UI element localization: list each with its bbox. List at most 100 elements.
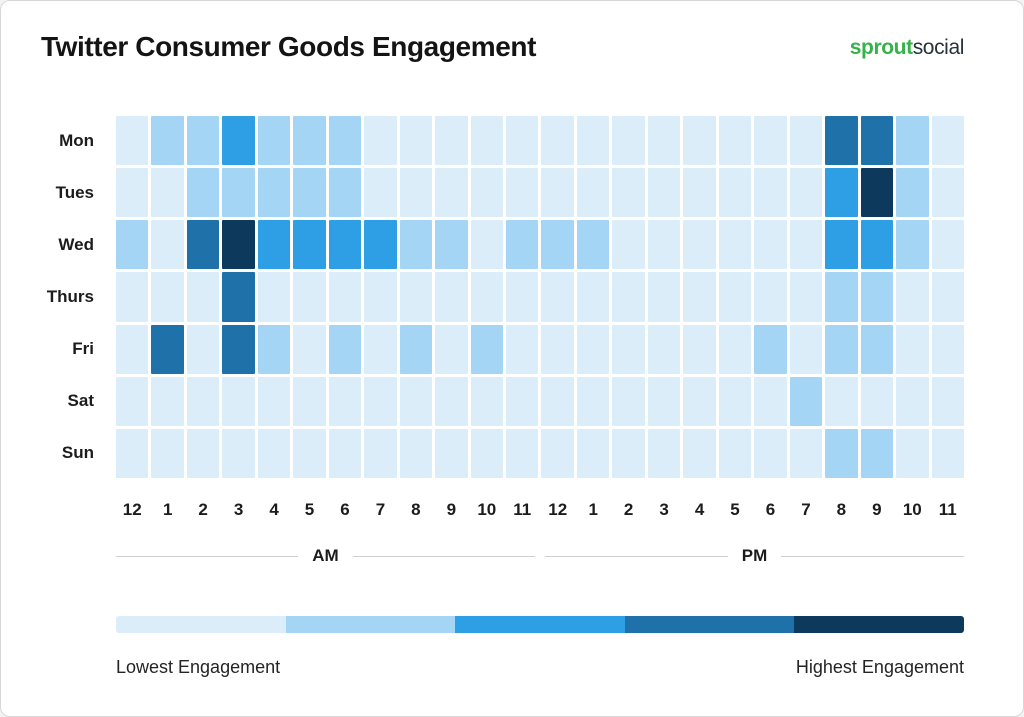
heatmap-cell [576, 428, 610, 478]
hour-label: 3 [233, 500, 244, 519]
heatmap-cell [718, 324, 752, 374]
legend-lowest-label: Lowest Engagement [116, 657, 281, 677]
heatmap-cell [789, 220, 823, 270]
heatmap-cell [470, 272, 504, 322]
heatmap-cell [931, 324, 964, 374]
hour-label: 1 [588, 500, 598, 519]
day-label: Sun [61, 443, 94, 463]
heatmap-cell [683, 116, 716, 166]
heatmap-cell [789, 116, 823, 166]
heatmap-cell [257, 168, 291, 218]
heatmap-cell [435, 324, 468, 374]
heatmap-cell [186, 272, 220, 322]
heatmap-cell [860, 324, 894, 374]
am-label: AM [312, 546, 339, 565]
heatmap-cell [151, 272, 184, 322]
heatmap-cell [931, 428, 964, 478]
heatmap-cell [754, 116, 787, 166]
heatmap-cell [186, 168, 220, 218]
heatmap-cell [860, 428, 894, 478]
heatmap-cell [399, 168, 433, 218]
hour-label: 8 [411, 500, 421, 519]
heatmap-cell [151, 376, 184, 426]
heatmap-cell [789, 168, 823, 218]
heatmap-cell [754, 376, 787, 426]
am-period: AM [116, 546, 536, 566]
heatmap-cell [364, 220, 397, 270]
heatmap-cell [435, 272, 468, 322]
heatmap-cell [399, 324, 433, 374]
heatmap-cell [931, 272, 964, 322]
heatmap-cell [470, 168, 504, 218]
heatmap-cell [186, 376, 220, 426]
heatmap-cell [754, 324, 787, 374]
heatmap-cell [541, 168, 574, 218]
heatmap-cell [257, 220, 291, 270]
hour-label: 2 [623, 500, 634, 519]
heatmap-cell [399, 272, 433, 322]
heatmap-cell [399, 376, 433, 426]
hour-label: 10 [902, 500, 922, 519]
heatmap-cell [647, 272, 681, 322]
heatmap-cell [257, 428, 291, 478]
heatmap-cell [860, 376, 894, 426]
heatmap-cell [116, 168, 149, 218]
heatmap-cell [754, 428, 787, 478]
am-line-right [352, 555, 536, 557]
heatmap-cell [151, 324, 184, 374]
legend-color-scale [116, 616, 964, 633]
heatmap-cell [116, 116, 149, 166]
heatmap-cell [931, 376, 964, 426]
legend-segment [116, 616, 286, 633]
heatmap-cell [116, 428, 149, 478]
heatmap-cell [683, 428, 716, 478]
heatmap-cell [718, 428, 752, 478]
heatmap-cell [754, 272, 787, 322]
legend: Lowest Engagement Highest Engagement [116, 616, 964, 678]
legend-segment [285, 616, 456, 633]
heatmap-cell [576, 220, 610, 270]
heatmap-cell [470, 376, 504, 426]
heatmap-cell [470, 428, 504, 478]
heatmap-cell [506, 376, 539, 426]
heatmap-cell [931, 116, 964, 166]
heatmap-cell [186, 116, 220, 166]
heatmap-cell [293, 324, 326, 374]
heatmap-cell [718, 116, 752, 166]
heatmap-cell [860, 168, 894, 218]
heatmap-cell [506, 116, 539, 166]
heatmap-cell [364, 272, 397, 322]
heatmap-cell [896, 168, 929, 218]
heatmap-cell [896, 376, 929, 426]
hour-label: 11 [513, 500, 532, 519]
heatmap-cell [931, 168, 964, 218]
heatmap-cell [257, 324, 291, 374]
heatmap-cell [789, 324, 823, 374]
heatmap-cell [896, 324, 929, 374]
hour-label: 7 [375, 500, 386, 519]
heatmap-grid [116, 116, 964, 478]
hour-label: 12 [548, 500, 568, 519]
heatmap-cell [789, 428, 823, 478]
heatmap-cell [222, 428, 255, 478]
heatmap-cell [222, 220, 255, 270]
heatmap-cell [435, 428, 468, 478]
heatmap-cell [896, 220, 929, 270]
heatmap-cell [647, 116, 681, 166]
logo-sprout-text: sprout [849, 36, 913, 59]
heatmap-cell [506, 324, 539, 374]
heatmap-cell [683, 168, 716, 218]
heatmap-cell [754, 220, 787, 270]
heatmap-cell [293, 272, 326, 322]
legend-segment [624, 616, 795, 633]
heatmap-cell [576, 116, 610, 166]
heatmap-cell [399, 116, 433, 166]
heatmap-cell [576, 272, 610, 322]
hour-label: 10 [477, 500, 497, 519]
heatmap-cell [186, 220, 220, 270]
heatmap-cell [576, 324, 610, 374]
heatmap-cell [896, 116, 929, 166]
heatmap-cell [293, 220, 326, 270]
heatmap-cell [328, 324, 362, 374]
heatmap-cell [222, 272, 255, 322]
